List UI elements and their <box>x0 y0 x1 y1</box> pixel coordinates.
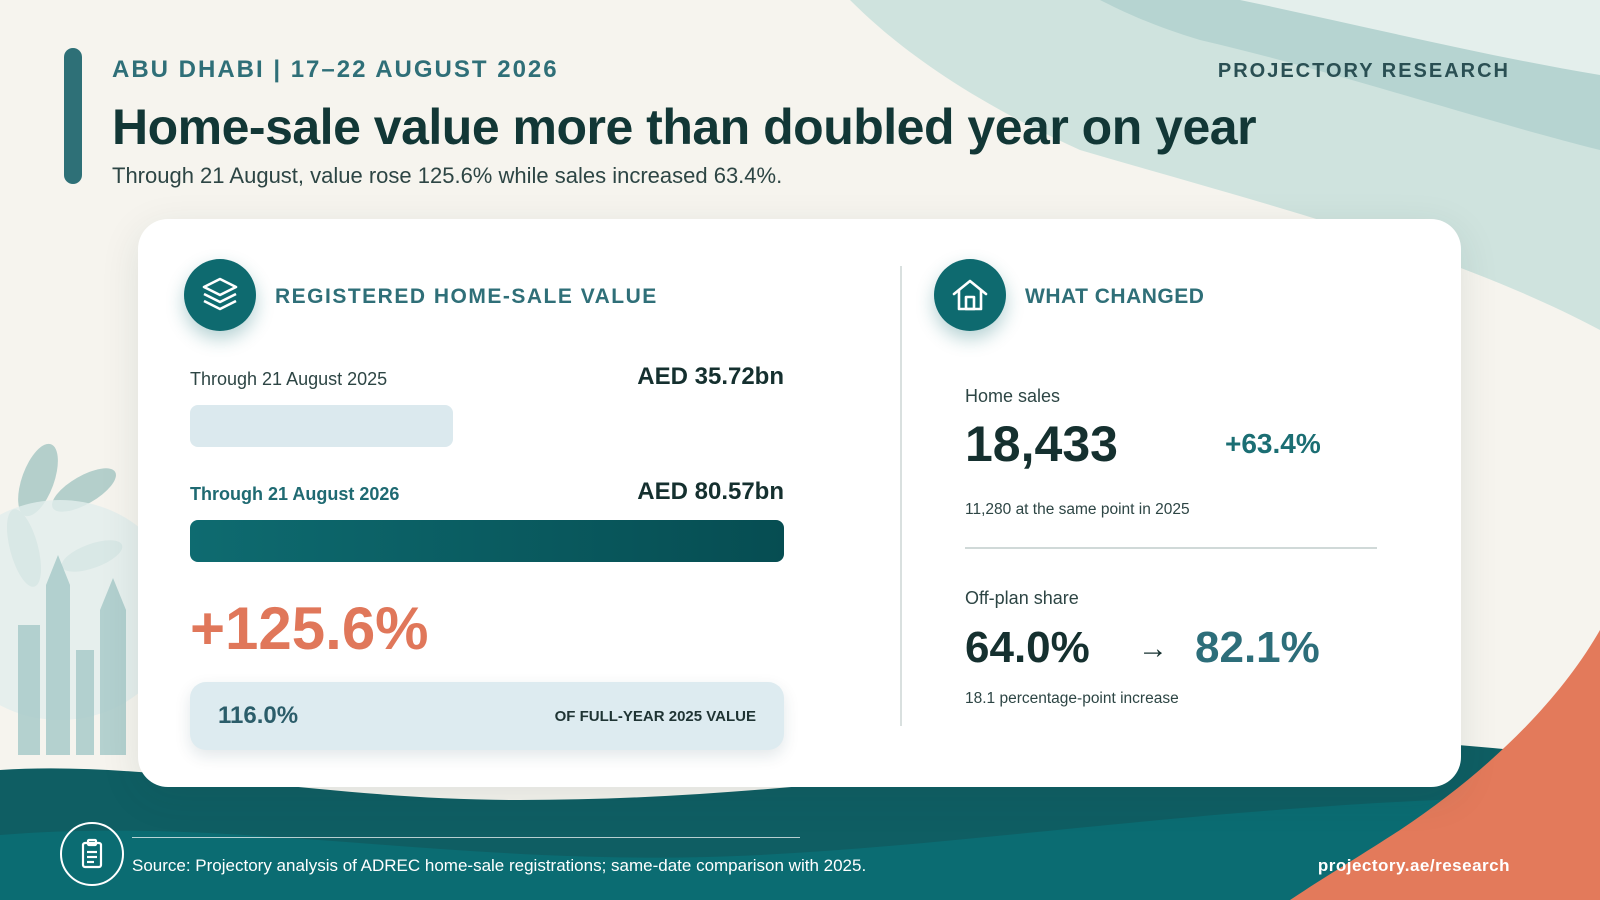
home-sales-label: Home sales <box>965 386 1061 406</box>
row-label-2025: Through 21 August 2025 <box>190 369 388 389</box>
full-year-share-value: 116.0% <box>218 702 299 729</box>
off-plan-label: Off-plan share <box>965 588 1079 608</box>
value-change-percent: +125.6% <box>190 595 429 662</box>
changes-section-title: WHAT CHANGED <box>1025 285 1205 308</box>
full-year-share-label: OF FULL-YEAR 2025 VALUE <box>554 708 756 725</box>
brand-name: PROJECTORY RESEARCH <box>1217 60 1510 82</box>
metrics-divider <box>965 547 1377 549</box>
row-label-2026: Through 21 August 2026 <box>190 484 400 504</box>
house-icon <box>934 259 1006 331</box>
value-bar-fill-2026 <box>190 520 784 562</box>
value-section-title: REGISTERED HOME-SALE VALUE <box>275 285 658 308</box>
value-bar-2025 <box>190 405 784 447</box>
row-value-2025: AED 35.72bn <box>637 363 784 390</box>
clipboard-icon <box>60 822 124 886</box>
page-subtitle: Through 21 August, value rose 125.6% whi… <box>112 163 783 188</box>
source-note: Source: Projectory analysis of ADREC hom… <box>132 856 867 875</box>
value-bar-2026 <box>190 520 784 562</box>
footer-rule <box>132 837 800 838</box>
arrow-right-icon: → <box>1138 632 1168 665</box>
home-sales-change: +63.4% <box>1225 428 1321 459</box>
off-plan-to-value: 82.1% <box>1195 623 1320 672</box>
header-accent-bar <box>64 48 82 184</box>
full-year-share-badge: 116.0% OF FULL-YEAR 2025 VALUE <box>190 682 784 750</box>
city-skyline-icon <box>18 555 126 755</box>
home-sales-value: 18,433 <box>965 416 1118 472</box>
research-link[interactable]: projectory.ae/research <box>1317 856 1510 875</box>
card-divider <box>900 266 902 726</box>
layers-icon <box>184 259 256 331</box>
off-plan-from-value: 64.0% <box>965 623 1090 672</box>
value-bar-fill-2025 <box>190 405 454 447</box>
eyebrow-location-date: ABU DHABI | 17–22 AUGUST 2026 <box>112 56 559 83</box>
row-value-2026: AED 80.57bn <box>637 478 784 505</box>
page-title: Home-sale value more than doubled year o… <box>112 99 1257 155</box>
off-plan-note: 18.1 percentage-point increase <box>965 690 1179 707</box>
home-sales-note: 11,280 at the same point in 2025 <box>965 501 1190 518</box>
